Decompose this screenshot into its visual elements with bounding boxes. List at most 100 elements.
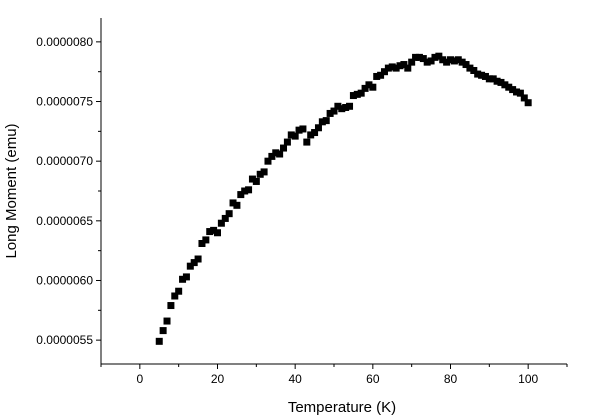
data-point xyxy=(175,287,183,295)
data-point xyxy=(349,92,357,100)
data-point xyxy=(439,56,447,64)
data-point xyxy=(493,77,501,85)
data-point xyxy=(423,58,431,66)
x-axis-label: Temperature (K) xyxy=(288,399,396,416)
data-point xyxy=(501,81,509,89)
data-point xyxy=(311,129,319,137)
data-point xyxy=(291,132,299,140)
data-point xyxy=(163,317,171,325)
data-point xyxy=(369,83,377,91)
data-point xyxy=(408,58,416,66)
data-point xyxy=(252,177,260,185)
data-point xyxy=(466,64,474,72)
data-point xyxy=(186,262,194,270)
data-point xyxy=(241,187,249,195)
data-point xyxy=(474,70,482,78)
data-point xyxy=(202,236,210,244)
data-point xyxy=(229,199,237,207)
data-point xyxy=(396,62,404,70)
data-point xyxy=(318,118,326,126)
data-point xyxy=(384,64,392,72)
x-tick-label: 20 xyxy=(211,372,225,386)
y-tick-label: 0.0000060 xyxy=(36,273,93,287)
data-point xyxy=(171,292,179,300)
x-ticks: 0 20 40 60 80 100 xyxy=(100,364,568,386)
data-point xyxy=(458,58,466,66)
data-point xyxy=(190,259,198,267)
data-point xyxy=(194,255,202,263)
data-point xyxy=(485,75,493,83)
y-tick-label: 0.0000070 xyxy=(36,154,93,168)
data-point xyxy=(322,117,330,125)
data-point xyxy=(412,53,420,61)
data-point xyxy=(361,84,369,92)
y-tick-label: 0.0000080 xyxy=(36,35,93,49)
data-point xyxy=(470,66,478,74)
data-point xyxy=(155,337,163,345)
y-ticks: 0.0000055 0.0000060 0.0000065 0.0000070 0.00… xyxy=(36,35,101,347)
data-point xyxy=(513,88,521,96)
data-point xyxy=(353,90,361,98)
data-point xyxy=(454,56,462,64)
data-point xyxy=(431,53,439,61)
data-point xyxy=(256,170,264,178)
data-point xyxy=(338,105,346,113)
data-point xyxy=(392,64,400,72)
data-point xyxy=(307,131,315,139)
data-point xyxy=(516,89,524,97)
data-point xyxy=(334,102,342,110)
data-point xyxy=(505,83,513,91)
data-point xyxy=(287,131,295,139)
data-point xyxy=(272,149,280,157)
data-point xyxy=(295,126,303,134)
y-axis-label: Long Moment (emu) xyxy=(3,123,20,258)
data-point xyxy=(478,71,486,79)
data-point xyxy=(489,75,497,83)
data-point xyxy=(217,219,225,227)
data-point xyxy=(380,68,388,76)
y-tick-label: 0.0000075 xyxy=(36,95,93,109)
data-point xyxy=(373,72,381,80)
data-point xyxy=(299,125,307,133)
data-point xyxy=(237,191,245,199)
data-point xyxy=(427,57,435,65)
data-point xyxy=(206,228,214,236)
data-point xyxy=(388,63,396,71)
data-points xyxy=(155,52,532,345)
data-point xyxy=(214,229,221,237)
data-point xyxy=(268,152,276,160)
data-point xyxy=(346,102,354,110)
data-point xyxy=(342,103,350,111)
data-point xyxy=(179,275,187,283)
data-point xyxy=(182,273,190,281)
data-point xyxy=(276,150,284,158)
data-point xyxy=(221,214,229,222)
x-tick-label: 0 xyxy=(136,372,143,386)
data-point xyxy=(377,71,385,79)
data-point xyxy=(167,302,175,310)
data-point xyxy=(404,64,412,72)
data-point xyxy=(443,58,451,66)
x-tick-label: 100 xyxy=(518,372,538,386)
y-tick-label: 0.0000065 xyxy=(36,214,93,228)
data-point xyxy=(497,78,505,86)
data-point xyxy=(248,175,256,183)
data-point xyxy=(357,89,365,97)
x-tick-label: 40 xyxy=(288,372,302,386)
data-point xyxy=(198,239,206,247)
data-point xyxy=(314,124,322,132)
data-point xyxy=(400,61,408,69)
data-point xyxy=(245,186,253,194)
data-point xyxy=(260,168,268,176)
data-point xyxy=(283,138,291,146)
data-point xyxy=(415,53,423,61)
data-point xyxy=(435,52,443,60)
data-point xyxy=(159,327,167,335)
data-point xyxy=(264,157,272,165)
data-point xyxy=(419,55,427,63)
x-tick-label: 60 xyxy=(366,372,380,386)
data-point xyxy=(210,226,218,234)
data-point xyxy=(447,56,454,64)
x-tick-label: 80 xyxy=(444,372,458,386)
